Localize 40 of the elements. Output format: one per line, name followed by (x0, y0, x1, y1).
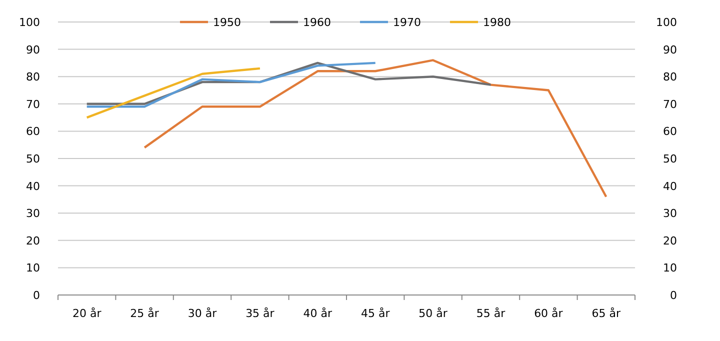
x-tick-label: 30 år (188, 307, 218, 320)
y2-tick-label: 40 (663, 180, 677, 193)
legend-label: 1970 (393, 16, 421, 29)
y2-tick-label: 0 (670, 289, 677, 302)
y2-tick-label: 100 (656, 16, 677, 29)
y-tick-label: 0 (33, 289, 40, 302)
y-tick-label: 40 (26, 180, 40, 193)
y2-tick-label: 60 (663, 125, 677, 138)
y2-tick-label: 30 (663, 207, 677, 220)
y-tick-label: 90 (26, 43, 40, 56)
y2-tick-label: 80 (663, 70, 677, 84)
y-tick-label: 80 (26, 70, 40, 84)
legend-label: 1950 (213, 16, 241, 29)
y2-tick-label: 10 (663, 262, 677, 275)
line-series (86, 67, 262, 119)
x-tick-label: 25 år (130, 307, 160, 320)
y-tick-label: 30 (26, 207, 40, 220)
y-tick-label: 50 (26, 152, 40, 166)
x-tick-label: 40 år (303, 307, 332, 320)
line-series (143, 59, 608, 198)
legend-label: 1980 (483, 16, 511, 29)
x-tick-label: 50 år (418, 307, 448, 320)
x-tick-label: 20 år (72, 307, 102, 320)
x-tick-label: 65 år (592, 307, 621, 320)
x-tick-label: 35 år (246, 307, 275, 320)
y-tick-label: 100 (19, 16, 40, 29)
y-tick-label: 70 (26, 98, 40, 111)
y2-tick-label: 50 (663, 152, 677, 166)
y2-tick-label: 90 (663, 43, 677, 56)
y-tick-label: 60 (26, 125, 40, 138)
x-tick-label: 60 år (534, 307, 564, 320)
line-series (86, 62, 492, 105)
y-tick-label: 20 (26, 234, 40, 248)
line-series (86, 62, 376, 108)
legend-label: 1960 (303, 16, 331, 29)
y-tick-label: 10 (26, 262, 40, 275)
y2-tick-label: 20 (663, 234, 677, 248)
x-tick-label: 55 år (476, 307, 506, 320)
x-tick-label: 45 år (360, 307, 390, 320)
y2-tick-label: 70 (663, 98, 677, 111)
